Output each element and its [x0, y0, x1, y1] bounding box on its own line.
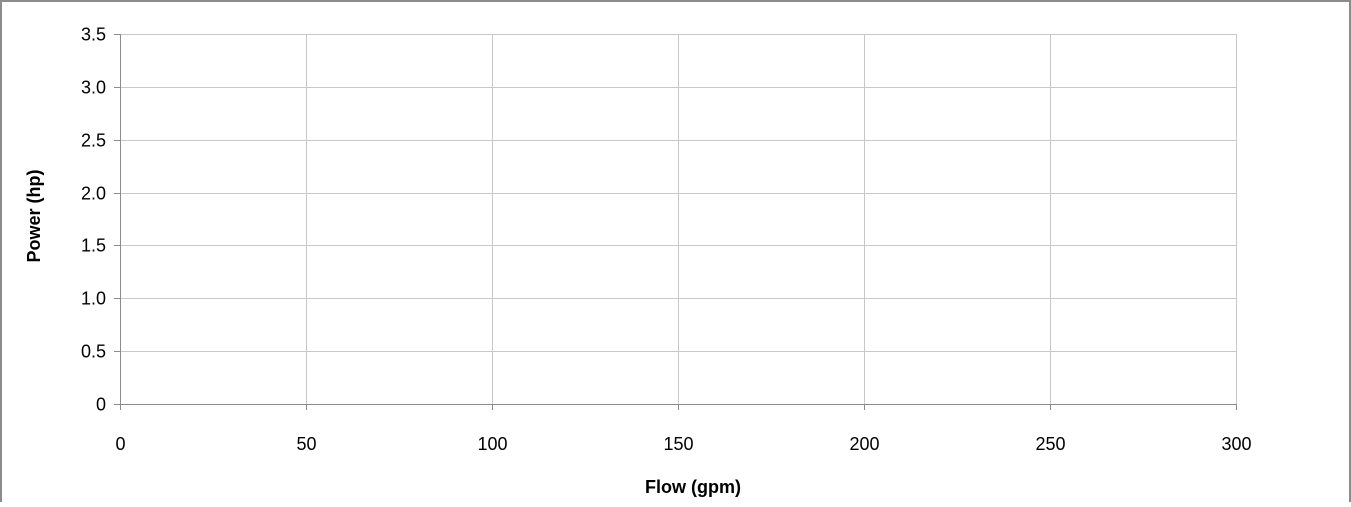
- y-tick-label: 0: [96, 395, 106, 415]
- gridlines: [120, 34, 1237, 404]
- y-tick-label: 3.0: [81, 78, 106, 98]
- x-tick-label: 150: [663, 434, 693, 454]
- axes: [114, 34, 1237, 410]
- x-tick-label: 250: [1035, 434, 1065, 454]
- x-tick-label: 100: [477, 434, 507, 454]
- y-tick-label: 1.5: [81, 236, 106, 256]
- y-tick-label: 3.5: [81, 25, 106, 45]
- x-axis-title: Flow (gpm): [645, 477, 741, 497]
- y-tick-label: 2.5: [81, 131, 106, 151]
- y-axis-title: Power (hp): [24, 169, 44, 262]
- y-tick-label: 1.0: [81, 289, 106, 309]
- y-tick-label: 2.0: [81, 184, 106, 204]
- x-tick-label: 50: [296, 434, 316, 454]
- tick-labels: 0 0.5 1.0 1.5 2.0 2.5 3.0 3.5 0 50 100 150 200 250 300: [81, 25, 1252, 455]
- x-tick-label: 300: [1221, 434, 1251, 454]
- y-tick-label: 0.5: [81, 342, 106, 362]
- x-tick-label: 0: [115, 434, 125, 454]
- x-tick-label: 200: [849, 434, 879, 454]
